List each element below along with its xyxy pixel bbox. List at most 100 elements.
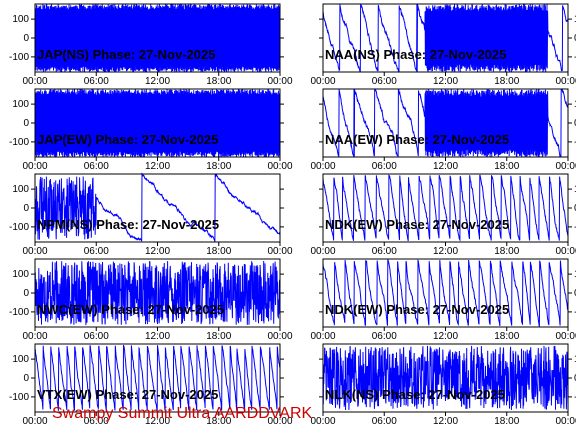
x-tick-label: 06:00: [84, 331, 109, 342]
series-line: [34, 172, 281, 242]
x-tick-label: 00:00: [22, 246, 47, 257]
chart-title: NPM(NS) Phase: 27-Nov-2025: [37, 217, 219, 232]
series-line: [322, 174, 569, 242]
y-tick-label: 0: [23, 203, 29, 214]
x-tick-label: 18:00: [206, 416, 231, 427]
y-tick-label: 100: [574, 354, 576, 365]
x-tick-label: 00:00: [555, 416, 576, 427]
x-tick-label: 18:00: [494, 76, 519, 87]
footer-title: Swampy Summit Ultra AARDDVARK: [52, 405, 313, 422]
x-tick-label: 06:00: [372, 76, 397, 87]
chart-panel-1: 100 0 -100 00:00 06:00 12:00 18:00 00:00 JAP(NS)…: [9, 3, 293, 87]
y-tick-label: 0: [574, 203, 576, 214]
chart-panel-8: 100 0 -100 00:00 06:00 12:00 18:00 00:00 NDK(EW)…: [310, 258, 576, 342]
series-line: [322, 259, 569, 327]
x-tick-label: 00:00: [310, 161, 335, 172]
footer: Swampy Summit Ultra AARDDVARK: [0, 402, 576, 426]
x-tick-label: 00:00: [22, 331, 47, 342]
x-tick-label: 12:00: [433, 76, 458, 87]
chart-title: VTX(EW) Phase: 27-Nov-2025: [37, 387, 218, 402]
x-tick-label: 06:00: [372, 416, 397, 427]
chart-panel-10: 100 0 -100 00:00 06:00 12:00 18:00 00:00 NLK(NS)…: [310, 343, 576, 427]
x-tick-label: 00:00: [555, 331, 576, 342]
x-tick-label: 12:00: [433, 246, 458, 257]
chart-panel-9: 100 0 -100 00:00 06:00 12:00 18:00 00:00 VTX(EW)…: [9, 343, 293, 427]
y-tick-label: -100: [574, 137, 576, 148]
x-tick-label: 00:00: [267, 161, 292, 172]
x-tick-label: 12:00: [145, 76, 170, 87]
x-tick-label: 00:00: [310, 246, 335, 257]
y-tick-label: -100: [574, 392, 576, 403]
x-tick-label: 00:00: [555, 76, 576, 87]
series-line: [322, 345, 569, 411]
y-tick-label: 100: [12, 184, 29, 195]
y-tick-label: 100: [12, 99, 29, 110]
y-tick-label: 0: [23, 118, 29, 129]
x-tick-label: 12:00: [145, 416, 170, 427]
x-tick-label: 18:00: [206, 331, 231, 342]
y-tick-label: 0: [574, 373, 576, 384]
x-tick-label: 06:00: [84, 76, 109, 87]
x-tick-label: 00:00: [267, 246, 292, 257]
chart-title: NDK(EW) Phase: 27-Nov-2025: [325, 302, 509, 317]
x-tick-label: 18:00: [494, 246, 519, 257]
x-tick-label: 18:00: [206, 76, 231, 87]
y-tick-label: 0: [23, 33, 29, 44]
chart-title: NDK(EW) Phase: 27-Nov-2025: [325, 217, 509, 232]
x-tick-label: 18:00: [494, 416, 519, 427]
y-tick-label: -100: [574, 222, 576, 233]
y-tick-label: 100: [574, 269, 576, 280]
x-tick-label: 12:00: [433, 331, 458, 342]
x-tick-label: 06:00: [84, 246, 109, 257]
x-tick-label: 00:00: [555, 161, 576, 172]
x-tick-label: 00:00: [22, 76, 47, 87]
y-tick-label: 0: [23, 373, 29, 384]
x-tick-label: 18:00: [494, 331, 519, 342]
x-tick-label: 00:00: [310, 76, 335, 87]
x-tick-label: 18:00: [494, 161, 519, 172]
x-tick-label: 00:00: [267, 331, 292, 342]
chart-title: NAA(EW) Phase: 27-Nov-2025: [325, 132, 509, 147]
series-line: [34, 344, 281, 412]
y-tick-label: 100: [574, 184, 576, 195]
series-line: [322, 87, 569, 158]
y-tick-label: 100: [574, 99, 576, 110]
x-tick-label: 00:00: [310, 331, 335, 342]
x-tick-label: 18:00: [206, 161, 231, 172]
chart-panel-3: 100 0 -100 00:00 06:00 12:00 18:00 00:00 JAP(EW)…: [9, 88, 293, 172]
chart-title: NAA(NS) Phase: 27-Nov-2025: [325, 47, 506, 62]
y-tick-label: -100: [9, 392, 29, 403]
y-tick-label: 0: [574, 33, 576, 44]
chart-panel-2: 100 0 -100 00:00 06:00 12:00 18:00 00:00 NAA(NS)…: [310, 3, 576, 87]
x-tick-label: 06:00: [372, 161, 397, 172]
chart-panel-7: 100 0 -100 00:00 06:00 12:00 18:00 00:00 NWC(EW)…: [9, 258, 293, 342]
x-tick-label: 06:00: [372, 331, 397, 342]
chart-title: JAP(EW) Phase: 27-Nov-2025: [37, 132, 218, 147]
y-tick-label: -100: [574, 307, 576, 318]
y-tick-label: 100: [12, 354, 29, 365]
y-tick-label: 100: [12, 269, 29, 280]
chart-panel-5: 100 0 -100 00:00 06:00 12:00 18:00 00:00 NPM(NS)…: [9, 172, 293, 257]
x-tick-label: 00:00: [267, 416, 292, 427]
y-tick-label: -100: [9, 137, 29, 148]
y-tick-label: -100: [9, 307, 29, 318]
x-tick-label: 00:00: [22, 416, 47, 427]
x-tick-label: 06:00: [372, 246, 397, 257]
x-tick-label: 12:00: [145, 161, 170, 172]
y-tick-label: 0: [574, 118, 576, 129]
x-tick-label: 18:00: [206, 246, 231, 257]
series-line: [34, 260, 281, 326]
chart-title: NWC(EW) Phase: 27-Nov-2025: [37, 302, 224, 317]
x-tick-label: 00:00: [555, 246, 576, 257]
x-tick-label: 06:00: [84, 161, 109, 172]
y-tick-label: -100: [9, 52, 29, 63]
chart-panel-4: 100 0 -100 00:00 06:00 12:00 18:00 00:00 NAA(EW)…: [310, 87, 576, 172]
y-tick-label: -100: [9, 222, 29, 233]
chart-panel-6: 100 0 -100 00:00 06:00 12:00 18:00 00:00 NDK(EW)…: [310, 173, 576, 257]
x-tick-label: 12:00: [433, 161, 458, 172]
y-tick-label: -100: [574, 52, 576, 63]
y-tick-label: 0: [574, 288, 576, 299]
series-line: [322, 3, 569, 73]
series-line: [34, 3, 281, 73]
x-tick-label: 00:00: [310, 416, 335, 427]
